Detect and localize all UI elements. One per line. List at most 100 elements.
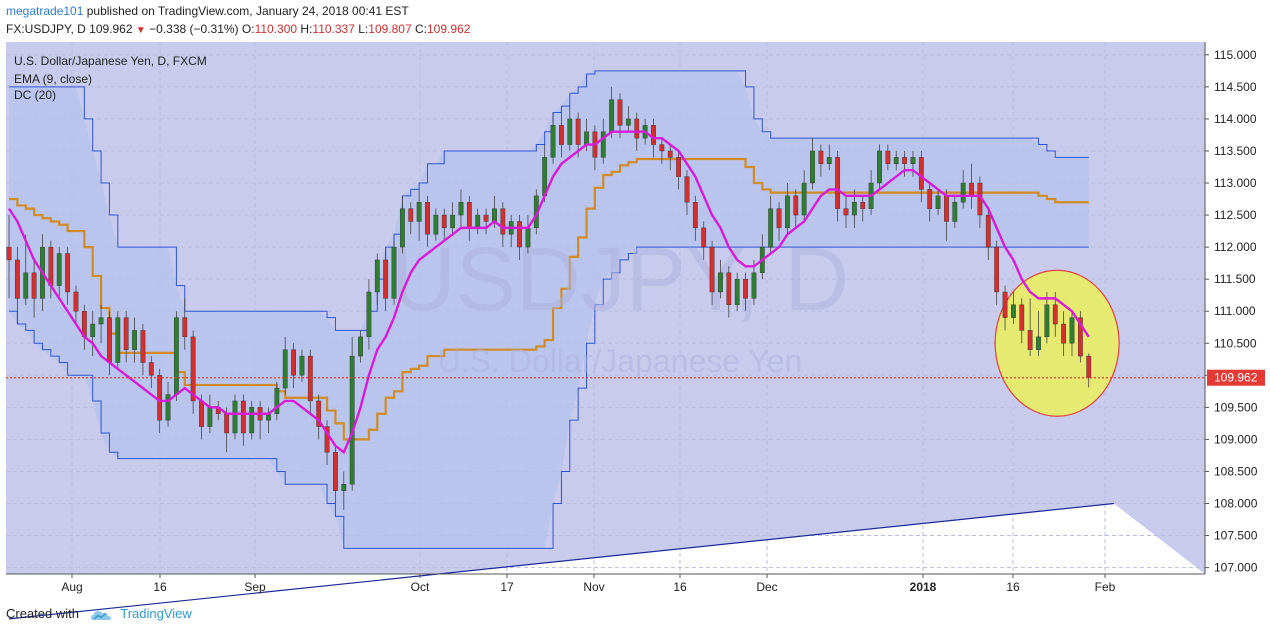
legend-ema[interactable]: EMA (9, close) [14,72,93,86]
candle-down[interactable] [48,246,54,286]
candle-up[interactable] [893,157,899,164]
candle-down[interactable] [123,317,129,350]
candle-down[interactable] [65,253,70,293]
candle-up[interactable] [90,323,96,338]
candle-up[interactable] [751,272,757,299]
candle-down[interactable] [14,259,20,299]
candle-up[interactable] [374,259,380,293]
candle-down[interactable] [316,400,322,427]
candle-down[interactable] [6,246,12,261]
candle-down[interactable] [835,157,841,209]
candle-down[interactable] [148,362,154,376]
candle-up[interactable] [98,317,104,325]
candle-up[interactable] [600,131,606,158]
candle-down[interactable] [307,355,313,402]
candle-up[interactable] [960,182,966,203]
candle-down[interactable] [140,330,146,363]
candle-down[interactable] [885,150,891,164]
candle-up[interactable] [23,272,29,299]
candle-up[interactable] [132,330,137,350]
candle-down[interactable] [199,400,204,427]
candle-down[interactable] [860,202,866,209]
candle-up[interactable] [450,214,456,229]
candle-up[interactable] [1069,317,1075,344]
candle-down[interactable] [466,202,472,229]
candle-up[interactable] [1036,336,1041,350]
candle-down[interactable] [324,426,330,453]
candle-down[interactable] [944,195,949,222]
candle-up[interactable] [810,150,815,184]
candle-down[interactable] [408,208,414,222]
candle-down[interactable] [969,182,974,197]
candle-down[interactable] [383,259,389,299]
candle-down[interactable] [1077,317,1083,357]
candle-up[interactable] [391,246,397,299]
candle-up[interactable] [458,202,464,216]
candle-up[interactable] [935,195,941,209]
candle-up[interactable] [768,208,774,248]
candle-down[interactable] [634,118,640,139]
candle-down[interactable] [918,157,924,190]
candle-down[interactable] [927,189,933,209]
candle-down[interactable] [224,413,230,434]
candle-down[interactable] [617,99,623,126]
candle-down[interactable] [1019,304,1025,331]
candle-up[interactable] [399,208,405,248]
candle-down[interactable] [1086,355,1092,379]
candle-down[interactable] [291,349,296,376]
candle-up[interactable] [826,157,832,164]
candle-down[interactable] [1061,323,1067,344]
candle-up[interactable] [801,182,807,216]
candle-down[interactable] [902,157,907,164]
candle-up[interactable] [232,400,238,434]
candle-down[interactable] [1027,330,1033,350]
candle-up[interactable] [910,157,916,164]
candle-down[interactable] [157,375,163,421]
candle-down[interactable] [793,195,799,216]
author-link[interactable]: megatrade101 [6,4,84,18]
candle-down[interactable] [701,227,707,248]
candle-down[interactable] [425,202,430,235]
candle-up[interactable] [567,118,573,145]
legend-dc[interactable]: DC (20) [14,88,57,102]
candle-down[interactable] [517,221,522,248]
candle-down[interactable] [500,208,506,235]
candle-down[interactable] [31,272,37,299]
candle-down[interactable] [684,176,690,203]
candle-up[interactable] [525,227,531,248]
candle-down[interactable] [483,214,489,222]
candle-down[interactable] [667,150,673,158]
candle-down[interactable] [441,214,447,229]
candle-down[interactable] [743,278,748,299]
candle-down[interactable] [843,208,849,216]
candle-up[interactable] [56,253,62,286]
candle-down[interactable] [1052,304,1058,325]
candle-up[interactable] [718,272,723,293]
candle-down[interactable] [240,400,246,434]
candle-up[interactable] [366,291,372,338]
candle-up[interactable] [475,214,481,229]
candle-up[interactable] [341,484,347,491]
candle-up[interactable] [165,394,171,421]
candle-down[interactable] [776,208,782,229]
candle-up[interactable] [416,202,422,222]
candle-up[interactable] [1011,304,1016,318]
candle-down[interactable] [726,272,732,305]
candle-up[interactable] [349,355,355,485]
candle-down[interactable] [559,125,564,145]
candle-down[interactable] [676,157,682,177]
candle-up[interactable] [299,355,305,376]
candle-up[interactable] [584,131,589,145]
candle-down[interactable] [651,125,656,145]
candle-up[interactable] [249,407,255,434]
candle-down[interactable] [1002,291,1008,318]
candle-down[interactable] [659,144,665,152]
candle-up[interactable] [550,125,556,158]
candle-up[interactable] [952,202,958,222]
candle-down[interactable] [333,452,338,491]
candle-up[interactable] [609,99,615,132]
candle-up[interactable] [1044,304,1050,338]
candle-up[interactable] [877,150,882,184]
candle-up[interactable] [433,214,439,235]
candle-down[interactable] [818,150,824,164]
